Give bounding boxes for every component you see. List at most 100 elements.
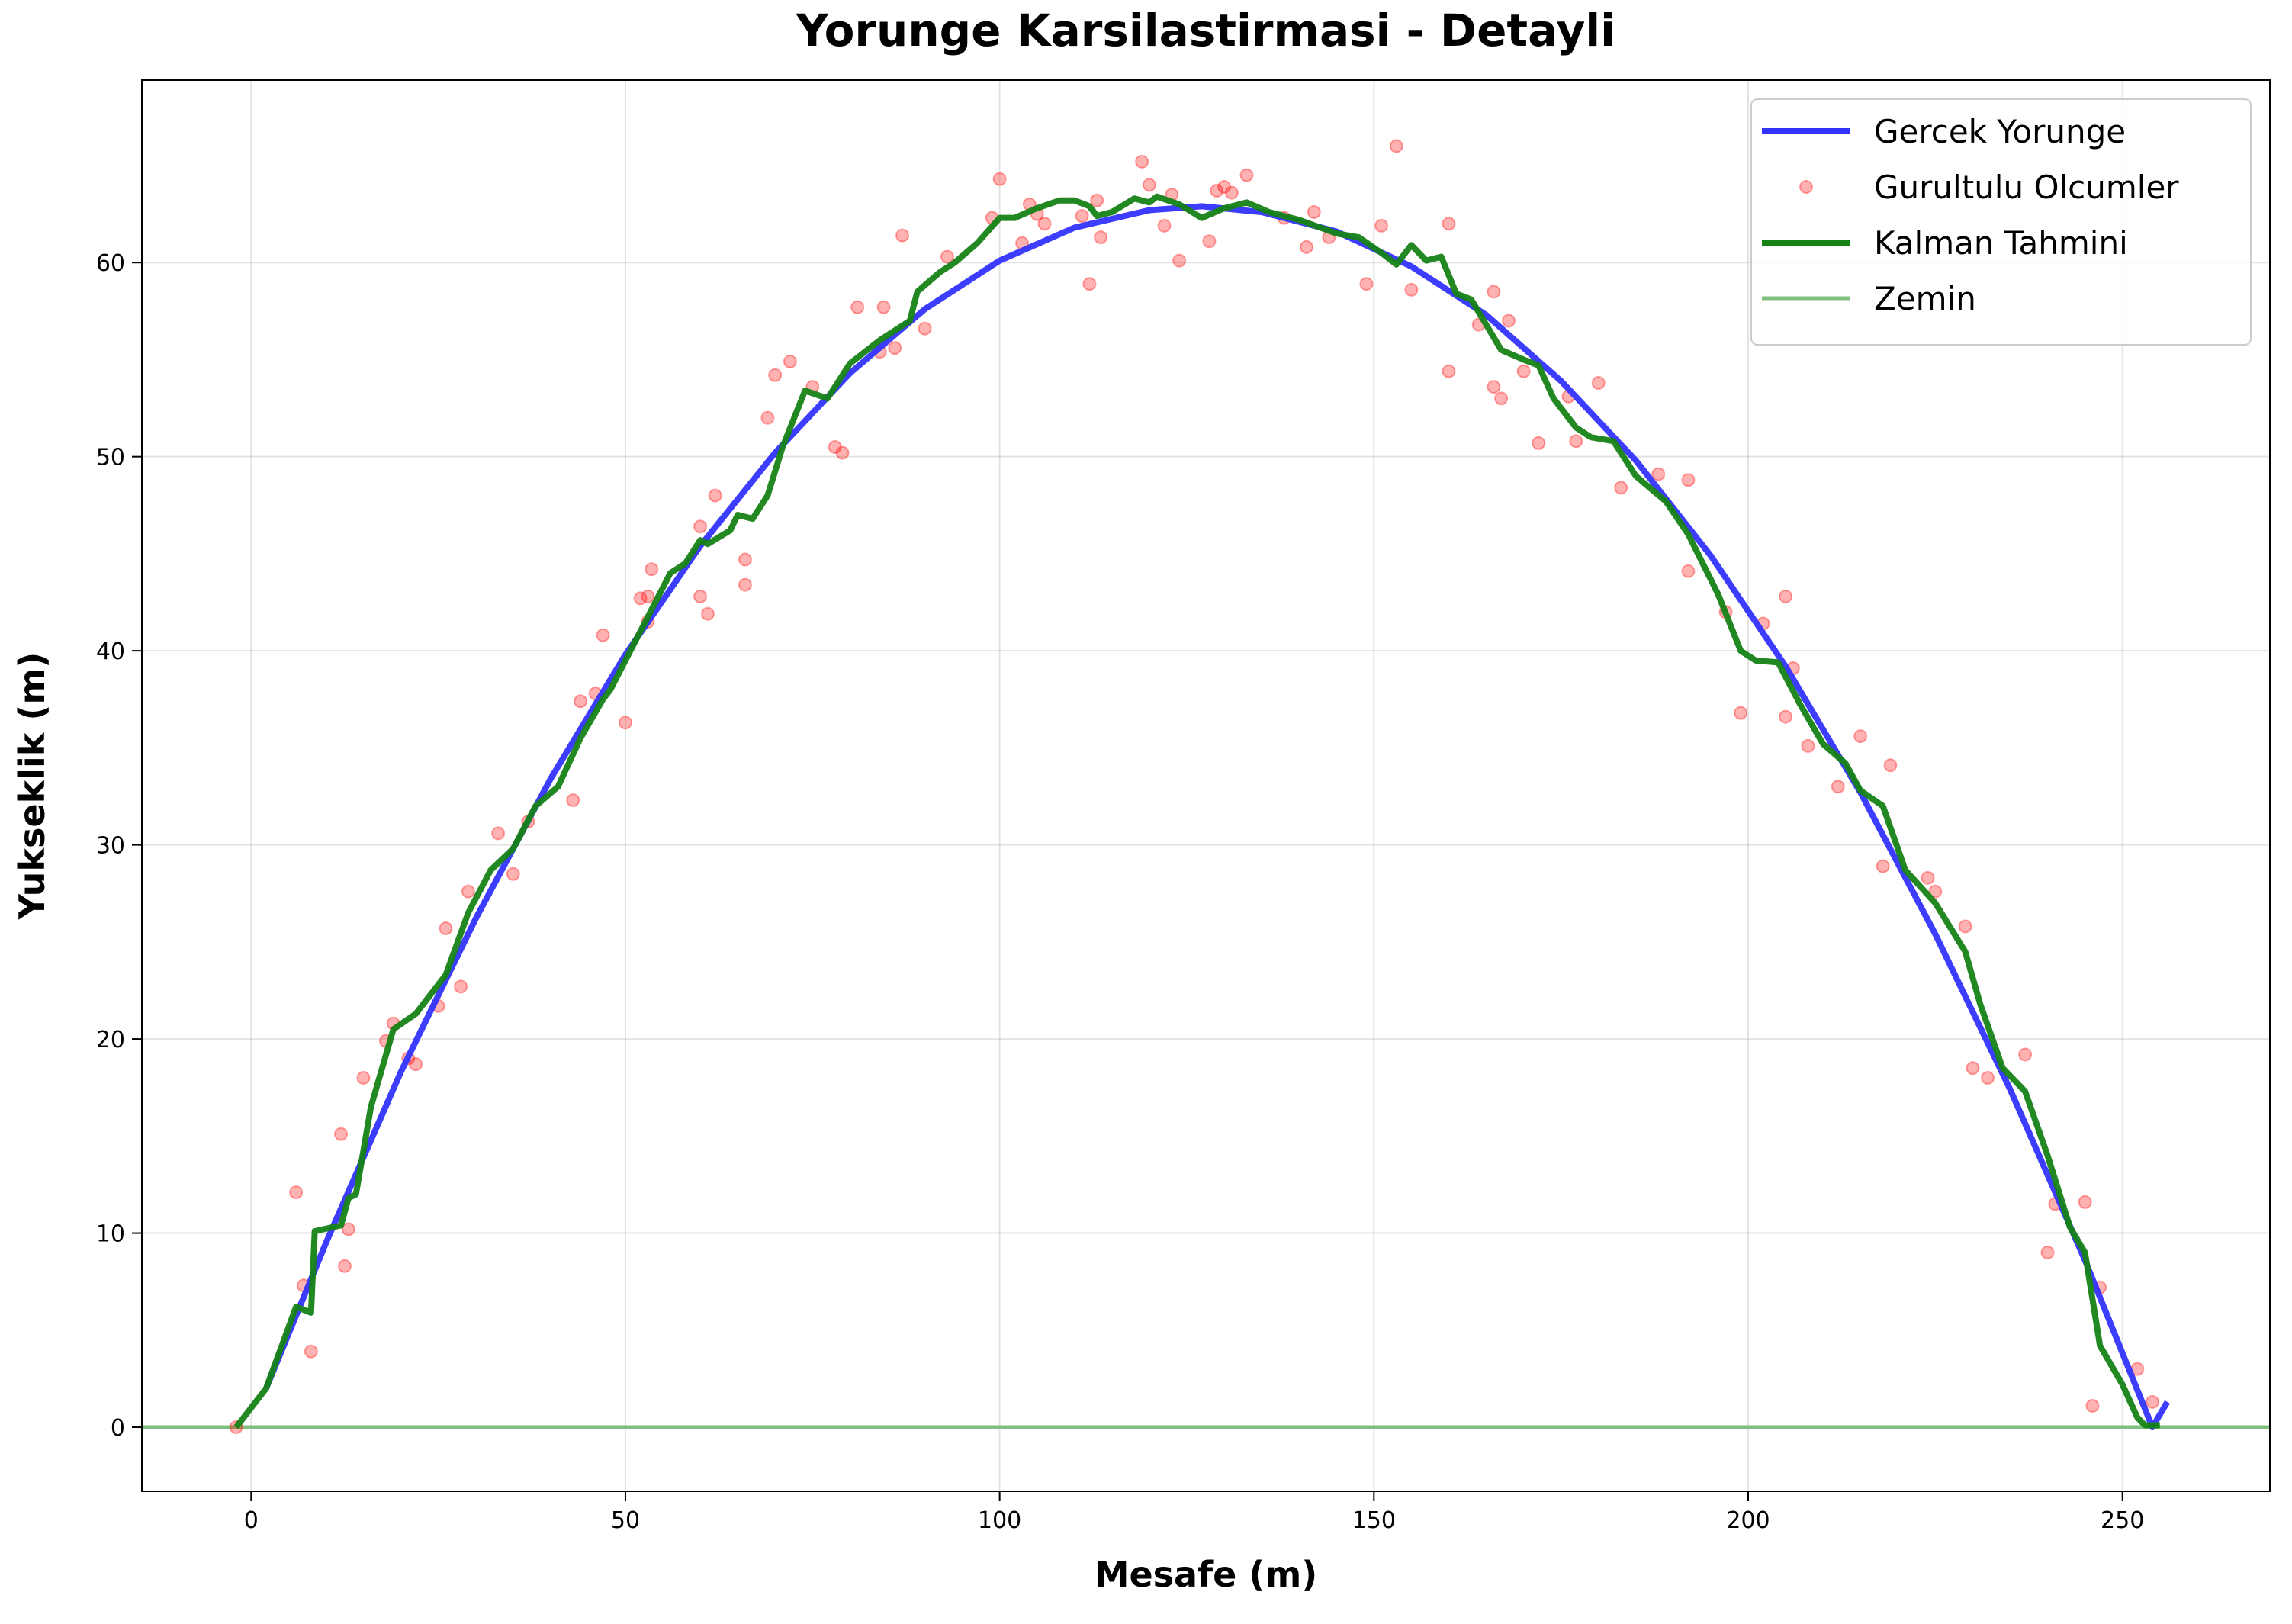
axes-frame	[141, 79, 2271, 1492]
y-tick-label: 0	[111, 1415, 125, 1442]
data-point	[1404, 282, 1419, 297]
data-point	[289, 1185, 304, 1200]
data-point	[337, 1259, 352, 1273]
data-point	[334, 1127, 349, 1141]
data-point	[1090, 193, 1104, 207]
y-tick-label: 60	[96, 250, 125, 277]
data-point	[693, 589, 708, 603]
data-point	[1359, 277, 1374, 291]
data-point	[1094, 230, 1108, 245]
chart-title: Yorunge Karsilastirmasi - Detayli	[796, 5, 1615, 56]
data-point	[1681, 564, 1696, 578]
data-point	[645, 562, 659, 577]
data-point	[341, 1222, 355, 1236]
data-point	[356, 1070, 371, 1085]
data-point	[1501, 314, 1516, 328]
data-point	[2145, 1394, 2159, 1409]
x-tick-label: 0	[244, 1507, 259, 1534]
data-point	[2078, 1195, 2092, 1209]
data-point	[1075, 209, 1089, 224]
legend-box	[1750, 98, 2252, 346]
data-point	[693, 519, 708, 534]
data-point	[1142, 178, 1156, 192]
data-point	[918, 321, 932, 336]
data-point	[1487, 380, 1501, 394]
data-point	[828, 439, 842, 454]
data-point	[783, 354, 797, 368]
data-point	[506, 867, 520, 881]
data-point	[1779, 589, 1793, 603]
data-point	[596, 628, 610, 642]
data-point	[1876, 859, 1890, 873]
data-point	[1801, 738, 1815, 753]
data-point	[1591, 375, 1606, 390]
data-point	[876, 300, 891, 314]
data-point	[1082, 277, 1097, 291]
data-point	[1681, 473, 1696, 487]
data-point	[1217, 179, 1232, 194]
x-tick-label: 250	[2101, 1507, 2144, 1534]
data-point	[1966, 1061, 1980, 1076]
data-point	[940, 249, 954, 264]
data-point	[2040, 1246, 2055, 1260]
data-point	[2018, 1047, 2033, 1062]
data-point	[835, 445, 850, 460]
y-tick-label: 40	[96, 638, 125, 665]
data-point	[768, 368, 783, 382]
data-point	[1224, 185, 1239, 200]
data-point	[439, 921, 453, 936]
data-point	[1374, 218, 1389, 233]
legend-label: Gercek Yorunge	[1874, 113, 2126, 150]
data-point	[2085, 1399, 2100, 1413]
x-axis-label: Mesafe (m)	[1095, 1554, 1318, 1595]
data-point	[1037, 217, 1052, 231]
data-point	[1210, 184, 1224, 198]
x-tick-label: 150	[1352, 1507, 1396, 1534]
plot-area	[142, 139, 2270, 1435]
y-axis-label: Yukseklik (m)	[11, 652, 53, 921]
legend-label: Kalman Tahmini	[1874, 224, 2128, 262]
data-point	[1831, 780, 1845, 794]
legend-label: Gurultulu Olcumler	[1874, 169, 2179, 206]
data-point	[1651, 467, 1666, 481]
legend-label: Zemin	[1874, 280, 1976, 317]
data-point	[992, 172, 1007, 186]
data-point	[1307, 205, 1321, 220]
data-point	[1928, 884, 1943, 899]
data-point	[1487, 285, 1501, 299]
data-point	[760, 410, 775, 425]
data-point	[1981, 1070, 1995, 1085]
x-tick-label: 50	[611, 1507, 640, 1534]
data-point	[850, 300, 865, 314]
data-point	[738, 577, 752, 592]
data-line	[233, 193, 2160, 1429]
data-point	[461, 884, 475, 899]
data-point	[1921, 870, 1935, 885]
data-point	[304, 1344, 318, 1359]
data-point	[566, 793, 580, 808]
data-point	[1853, 729, 1868, 744]
data-point	[888, 341, 902, 355]
data-point	[738, 552, 752, 567]
legend-marker	[1799, 180, 1813, 194]
data-point	[1442, 364, 1456, 378]
data-line	[263, 203, 2170, 1431]
data-point	[1958, 919, 1972, 934]
y-tick-label: 50	[96, 445, 125, 471]
data-point	[1516, 364, 1531, 378]
data-point	[1389, 139, 1403, 153]
data-point	[1532, 436, 1546, 450]
y-tick-label: 10	[96, 1221, 125, 1248]
data-point	[1239, 168, 1254, 182]
y-tick-label: 30	[96, 833, 125, 860]
data-point	[895, 228, 910, 243]
data-point	[633, 591, 648, 606]
data-point	[1779, 709, 1793, 724]
data-point	[618, 716, 632, 730]
data-point	[1202, 234, 1217, 249]
data-point	[1299, 240, 1313, 254]
data-point	[409, 1057, 423, 1072]
x-tick-label: 200	[1726, 1507, 1770, 1534]
data-point	[1135, 154, 1149, 169]
